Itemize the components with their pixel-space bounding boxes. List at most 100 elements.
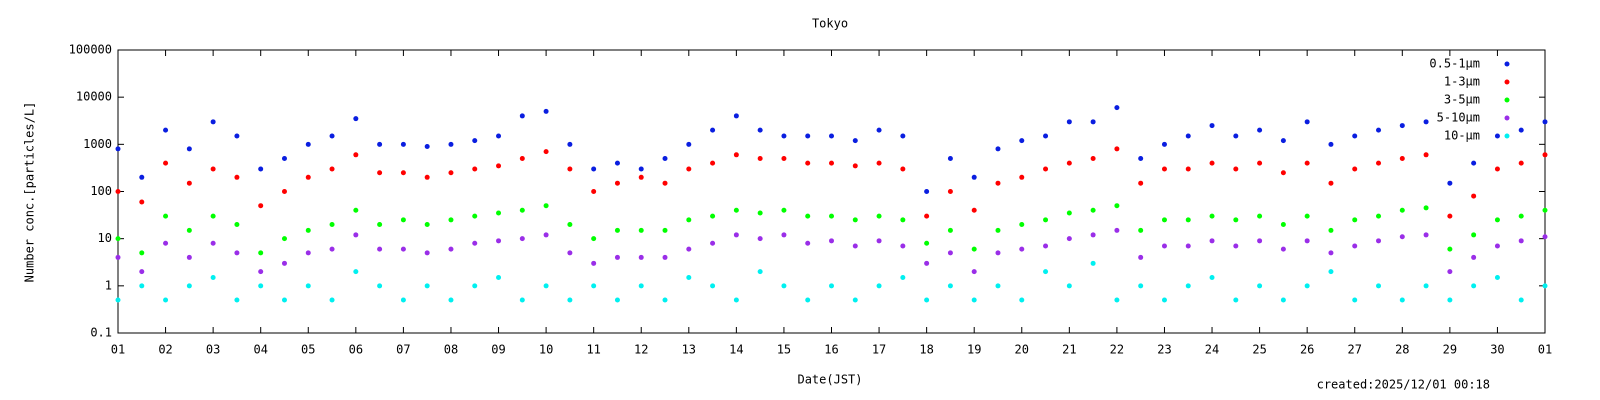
data-point [139,199,145,205]
x-tick-label: 26 [1300,343,1314,357]
data-point [186,180,192,186]
data-point [614,227,620,233]
data-point [710,160,716,166]
data-point [924,240,930,246]
data-point [686,141,692,147]
data-point [852,138,858,144]
data-point [1066,160,1072,166]
data-point [1542,119,1548,125]
data-point [1185,243,1191,249]
data-point [781,207,787,213]
data-point [305,174,311,180]
data-point [710,283,716,289]
data-point [710,213,716,219]
data-point [1423,232,1429,238]
data-point [805,160,811,166]
data-point [995,250,1001,256]
data-point [1518,160,1524,166]
annotation: created:2025/12/01 00:18 [1317,378,1490,392]
x-tick-label: 01 [111,343,125,357]
data-point [1352,297,1358,303]
data-point [353,207,359,213]
data-point [424,221,430,227]
data-point [210,166,216,172]
data-point [781,283,787,289]
data-point [638,174,644,180]
data-point [1494,166,1500,172]
data-point [1471,193,1477,199]
data-point [1161,141,1167,147]
data-point [496,275,502,281]
x-tick-label: 19 [967,343,981,357]
data-point [543,203,549,209]
data-point [1352,166,1358,172]
data-point [1138,156,1144,162]
data-point [1304,119,1310,125]
data-point [496,163,502,169]
data-point [448,217,454,223]
data-point [1233,133,1239,139]
data-point [519,156,525,162]
data-point [163,213,169,219]
data-point [496,238,502,244]
data-point [281,189,287,194]
data-point [852,163,858,169]
x-tick-label: 25 [1252,343,1266,357]
data-point [757,127,763,133]
data-point [1352,217,1358,223]
data-point [662,227,668,233]
data-point [210,240,216,246]
data-point [1542,152,1548,158]
data-point [686,275,692,281]
data-point [1161,243,1167,249]
data-point [733,113,739,119]
data-point [186,283,192,289]
data-point [281,260,287,266]
data-point [1376,238,1382,244]
y-tick-label: 100000 [69,43,112,57]
data-point [1304,160,1310,166]
x-tick-label: 18 [919,343,933,357]
data-point [519,207,525,213]
data-point [614,297,620,303]
data-point [1233,166,1239,172]
data-point [900,133,906,139]
data-point [829,213,834,219]
data-point [234,297,240,303]
data-point [1138,254,1144,260]
y-tick-label: 10000 [76,90,112,104]
legend-marker [1504,61,1510,67]
data-point [1185,133,1191,139]
data-point [139,174,145,180]
data-point [496,210,502,216]
data-point [1494,217,1500,223]
data-point [519,236,525,242]
data-point [662,254,668,260]
data-point [1257,213,1263,219]
data-point [1280,221,1286,227]
x-tick-label: 24 [1205,343,1219,357]
data-point [1019,138,1025,144]
data-point [971,174,977,180]
data-point [472,283,478,289]
data-point [1257,160,1263,166]
data-point [543,108,549,114]
data-point [1304,213,1310,219]
data-point [1280,297,1286,303]
data-point [1399,234,1405,240]
data-point [163,127,169,133]
data-point [733,232,739,238]
data-point [139,250,145,256]
data-point [115,189,121,194]
data-point [900,275,906,281]
data-point [115,236,121,242]
data-point [472,166,478,172]
data-point [1518,213,1524,219]
data-point [305,227,311,233]
data-point [1542,234,1548,240]
data-point [1161,297,1167,303]
data-point [258,269,264,275]
data-point [1090,260,1096,266]
data-point [1066,236,1072,242]
data-point [353,269,359,275]
